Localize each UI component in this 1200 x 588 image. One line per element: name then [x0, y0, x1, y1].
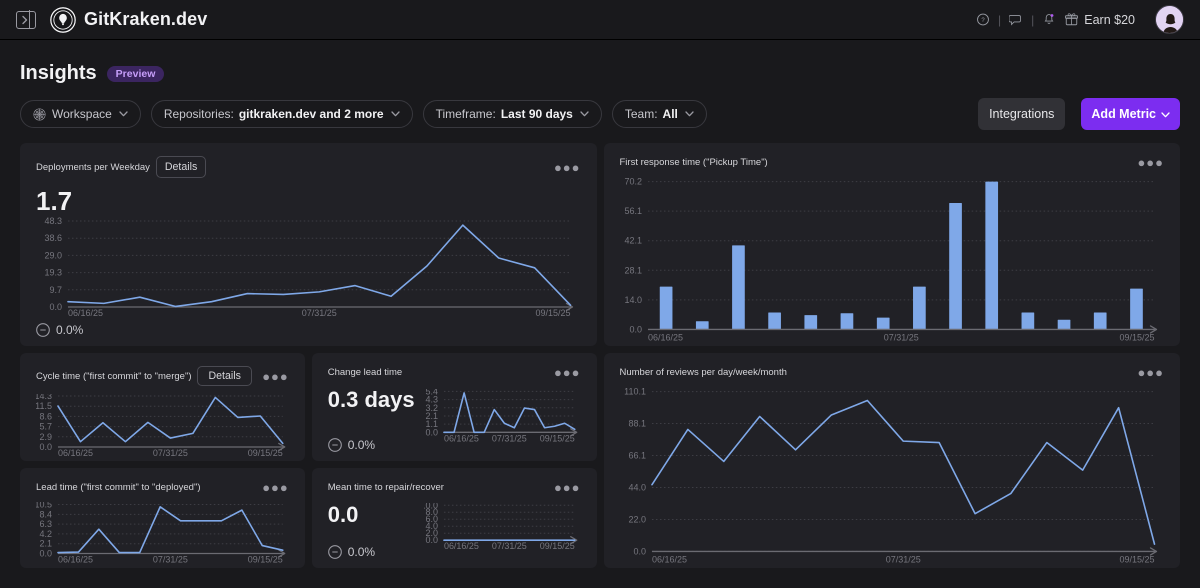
- svg-text:06/16/25: 06/16/25: [444, 434, 479, 444]
- svg-text:6.3: 6.3: [39, 519, 52, 529]
- svg-text:07/31/25: 07/31/25: [302, 308, 337, 318]
- svg-text:0.0: 0.0: [39, 548, 52, 558]
- svg-text:5.7: 5.7: [39, 422, 52, 432]
- svg-text:10.0: 10.0: [424, 503, 438, 510]
- svg-text:07/31/25: 07/31/25: [153, 448, 188, 458]
- svg-text:06/16/25: 06/16/25: [647, 332, 682, 342]
- svg-text:19.3: 19.3: [44, 268, 62, 278]
- svg-text:07/31/25: 07/31/25: [153, 554, 188, 564]
- svg-text:07/31/25: 07/31/25: [492, 434, 527, 444]
- svg-text:10.5: 10.5: [36, 502, 52, 510]
- svg-text:38.6: 38.6: [44, 233, 62, 243]
- svg-text:09/15/25: 09/15/25: [248, 554, 283, 564]
- svg-text:29.0: 29.0: [44, 250, 62, 260]
- svg-text:09/15/25: 09/15/25: [1119, 332, 1154, 342]
- svg-text:09/15/25: 09/15/25: [540, 541, 575, 551]
- svg-text:0.0: 0.0: [629, 324, 642, 334]
- svg-text:07/31/25: 07/31/25: [885, 554, 920, 564]
- svg-text:09/15/25: 09/15/25: [1119, 554, 1154, 564]
- svg-text:06/16/25: 06/16/25: [651, 554, 686, 564]
- svg-text:9.7: 9.7: [49, 285, 62, 295]
- svg-text:56.1: 56.1: [624, 206, 642, 216]
- svg-text:8.4: 8.4: [39, 509, 52, 519]
- svg-text:28.1: 28.1: [624, 265, 642, 275]
- svg-text:09/15/25: 09/15/25: [540, 434, 575, 444]
- svg-text:88.1: 88.1: [628, 419, 646, 429]
- svg-text:48.3: 48.3: [44, 217, 62, 226]
- svg-text:06/16/25: 06/16/25: [58, 448, 93, 458]
- svg-text:09/15/25: 09/15/25: [248, 448, 283, 458]
- svg-text:2.1: 2.1: [39, 539, 52, 549]
- svg-text:44.0: 44.0: [628, 482, 646, 492]
- svg-text:09/15/25: 09/15/25: [536, 308, 571, 318]
- svg-text:42.1: 42.1: [624, 236, 642, 246]
- svg-text:?: ?: [981, 18, 985, 24]
- svg-text:11.5: 11.5: [36, 401, 52, 411]
- svg-text:06/16/25: 06/16/25: [68, 308, 103, 318]
- svg-text:66.1: 66.1: [628, 451, 646, 461]
- svg-text:4.2: 4.2: [39, 529, 52, 539]
- svg-text:14.3: 14.3: [36, 394, 52, 401]
- svg-text:70.2: 70.2: [624, 177, 642, 187]
- svg-text:07/31/25: 07/31/25: [492, 541, 527, 551]
- svg-text:2.9: 2.9: [39, 432, 52, 442]
- svg-text:06/16/25: 06/16/25: [444, 541, 479, 551]
- svg-text:22.0: 22.0: [628, 514, 646, 524]
- svg-text:0.0: 0.0: [39, 442, 52, 452]
- svg-text:07/31/25: 07/31/25: [883, 332, 918, 342]
- svg-text:06/16/25: 06/16/25: [58, 554, 93, 564]
- svg-text:14.0: 14.0: [624, 295, 642, 305]
- svg-text:0.0: 0.0: [49, 302, 62, 312]
- svg-text:8.6: 8.6: [39, 411, 52, 421]
- svg-text:5.4: 5.4: [425, 389, 437, 396]
- svg-text:110.1: 110.1: [624, 387, 646, 397]
- svg-text:0.0: 0.0: [633, 546, 646, 556]
